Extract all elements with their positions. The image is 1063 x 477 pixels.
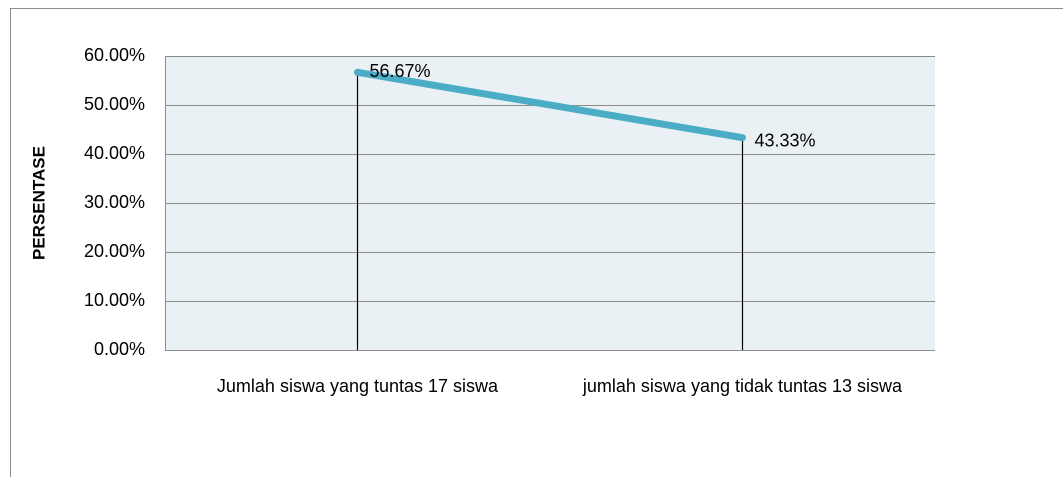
y-tick-label: 0.00%: [94, 339, 145, 359]
y-tick-label: 40.00%: [84, 143, 145, 163]
y-tick-label: 50.00%: [84, 94, 145, 114]
y-tick-label: 10.00%: [84, 290, 145, 310]
data-line: [354, 68, 746, 142]
data-label: 56.67%: [370, 61, 431, 81]
y-axis-title: PERSENTASE: [29, 146, 48, 260]
y-tick-label: 30.00%: [84, 192, 145, 212]
y-tick-label: 20.00%: [84, 241, 145, 261]
x-tick-label: jumlah siswa yang tidak tuntas 13 siswa: [582, 376, 903, 396]
data-label: 43.33%: [755, 130, 816, 150]
y-tick-label: 60.00%: [84, 45, 145, 65]
x-tick-label: Jumlah siswa yang tuntas 17 siswa: [216, 376, 499, 396]
